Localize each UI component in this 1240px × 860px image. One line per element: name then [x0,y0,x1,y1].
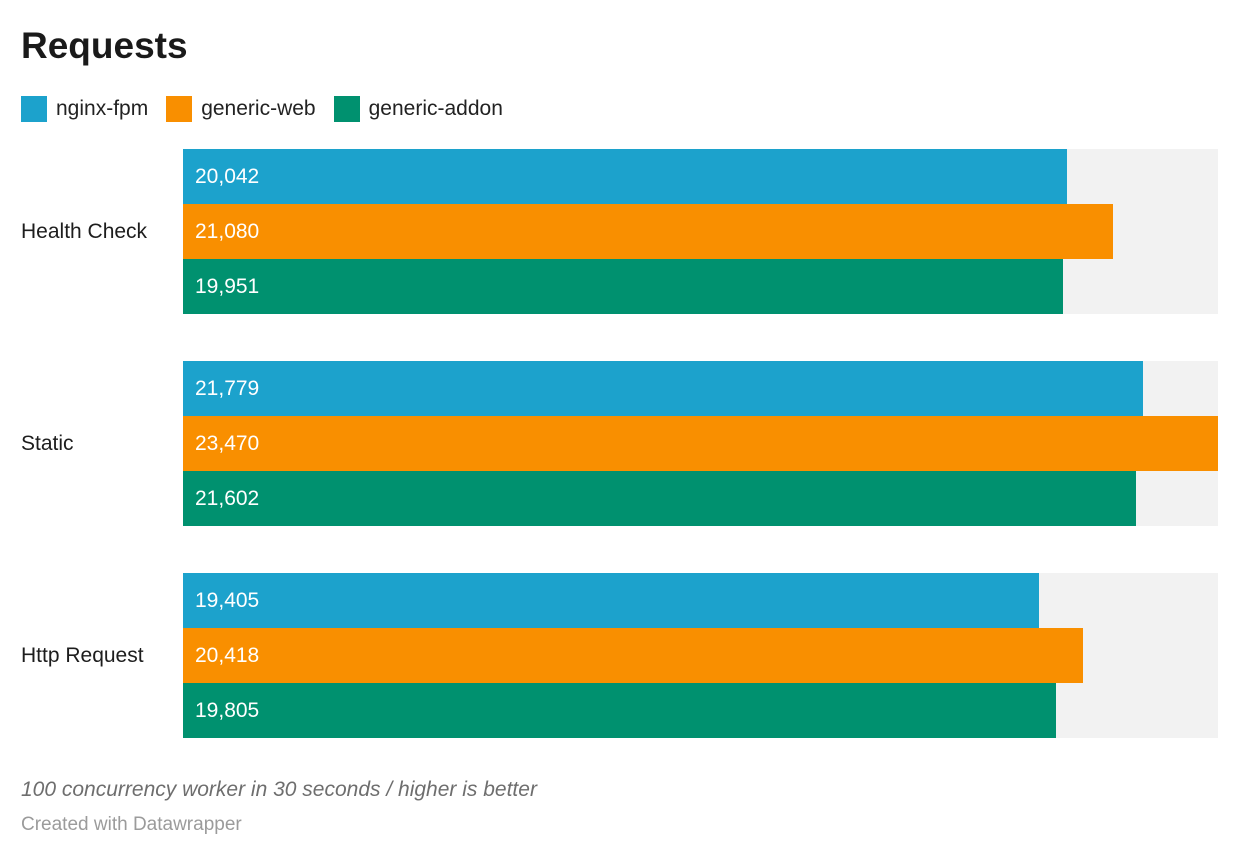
bar-value-label: 23,470 [195,431,260,455]
bar-track: 23,470 [183,416,1218,471]
legend-swatch-icon [333,96,360,122]
datawrapper-attribution-link[interactable]: Created with Datawrapper [21,814,242,835]
legend: nginx-fpm generic-web generic-addon [21,96,1218,122]
bar-value-label: 20,418 [195,643,260,667]
bar-value-label: 19,405 [195,588,260,612]
legend-label: nginx-fpm [56,97,149,120]
bar-track: 21,080 [183,204,1218,259]
bar-nginx-fpm: 21,779 [183,361,1144,416]
bar-track: 20,418 [183,628,1218,683]
bar-rows: 20,042 21,080 19,951 [183,149,1218,314]
bar-value-label: 21,779 [195,376,260,400]
bar-group: Http Request 19,405 20,418 19,805 [21,573,1218,738]
bar-generic-addon: 19,805 [183,683,1057,738]
bar-generic-web: 20,418 [183,628,1084,683]
bar-value-label: 20,042 [195,164,260,188]
bar-nginx-fpm: 20,042 [183,149,1067,204]
category-label: Static [21,431,74,455]
legend-item-generic-addon: generic-addon [333,96,503,122]
category-label: Health Check [21,219,148,243]
bar-track: 20,042 [183,149,1218,204]
legend-label: generic-web [201,97,316,120]
bar-chart: Health Check 20,042 21,080 19,951 Static 21,7… [21,149,1218,738]
legend-label: generic-addon [368,97,503,120]
footnote: 100 concurrency worker in 30 seconds / h… [21,778,537,801]
bar-nginx-fpm: 19,405 [183,573,1039,628]
chart-title: Requests [21,25,188,66]
category-label: Http Request [21,643,144,667]
legend-item-generic-web: generic-web [166,96,316,122]
legend-swatch-icon [166,96,193,122]
bar-value-label: 21,602 [195,486,260,510]
bar-generic-addon: 19,951 [183,259,1063,314]
bar-group: Static 21,779 23,470 21,602 [21,361,1218,526]
bar-value-label: 19,805 [195,698,260,722]
bar-generic-addon: 21,602 [183,471,1136,526]
bar-generic-web: 21,080 [183,204,1113,259]
legend-swatch-icon [21,96,47,122]
legend-item-nginx-fpm: nginx-fpm [21,96,148,122]
bar-value-label: 19,951 [195,274,260,298]
bar-track: 21,602 [183,471,1218,526]
bar-value-label: 21,080 [195,219,260,243]
bar-track: 19,805 [183,683,1218,738]
bar-group: Health Check 20,042 21,080 19,951 [21,149,1218,314]
bar-generic-web: 23,470 [183,416,1218,471]
bar-rows: 21,779 23,470 21,602 [183,361,1218,526]
bar-rows: 19,405 20,418 19,805 [183,573,1218,738]
bar-track: 19,405 [183,573,1218,628]
bar-track: 19,951 [183,259,1218,314]
bar-track: 21,779 [183,361,1218,416]
